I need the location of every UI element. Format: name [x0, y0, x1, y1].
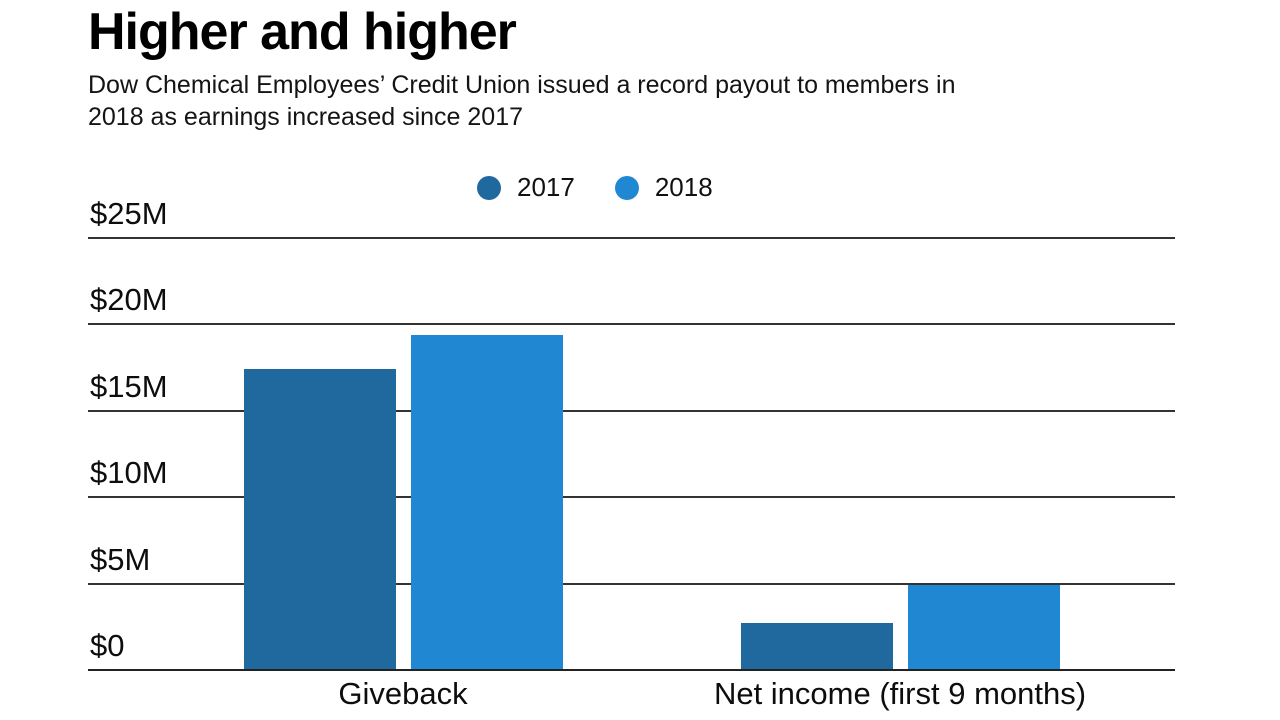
ytick-label-20m: $20M	[90, 282, 168, 318]
chart-subtitle: Dow Chemical Employees’ Credit Union iss…	[88, 71, 956, 131]
gridline-5m	[88, 582, 1175, 585]
bar-2018-giveback	[410, 334, 563, 670]
bar-2018-net-income-first-9-months	[907, 585, 1060, 670]
legend-item-2018: 2018	[614, 172, 713, 203]
gridline-15m	[88, 409, 1175, 412]
xtick-label-giveback: Giveback	[338, 676, 468, 711]
legend-item-2017: 2017	[477, 172, 575, 203]
chart-title: Higher and higher	[88, 3, 517, 61]
ytick-label-10m: $10M	[90, 455, 168, 491]
legend: 2017 2018	[477, 172, 713, 203]
xtick-label-net-income-first-9-months: Net income (first 9 months)	[713, 676, 1087, 711]
gridline-25m	[88, 237, 1175, 239]
legend-label-2018: 2018	[654, 172, 713, 202]
gridline-0	[88, 669, 1175, 671]
bar-2017-net-income-first-9-months	[740, 623, 893, 670]
ytick-label-5m: $5M	[90, 541, 151, 577]
gridline-10m	[88, 496, 1175, 499]
legend-label-2017: 2017	[517, 172, 575, 202]
plot-area: $25M $20M $15M $10M $5M $0 Giveback Net income …	[88, 196, 1175, 711]
legend-swatch-2018-icon	[614, 175, 639, 200]
ytick-label-25m: $25M	[90, 196, 168, 231]
bar-2017-giveback	[243, 369, 396, 670]
ytick-label-15m: $15M	[90, 368, 168, 404]
gridline-20m	[88, 323, 1175, 326]
ytick-label-0: $0	[90, 628, 125, 663]
legend-swatch-2017-icon	[477, 175, 501, 200]
